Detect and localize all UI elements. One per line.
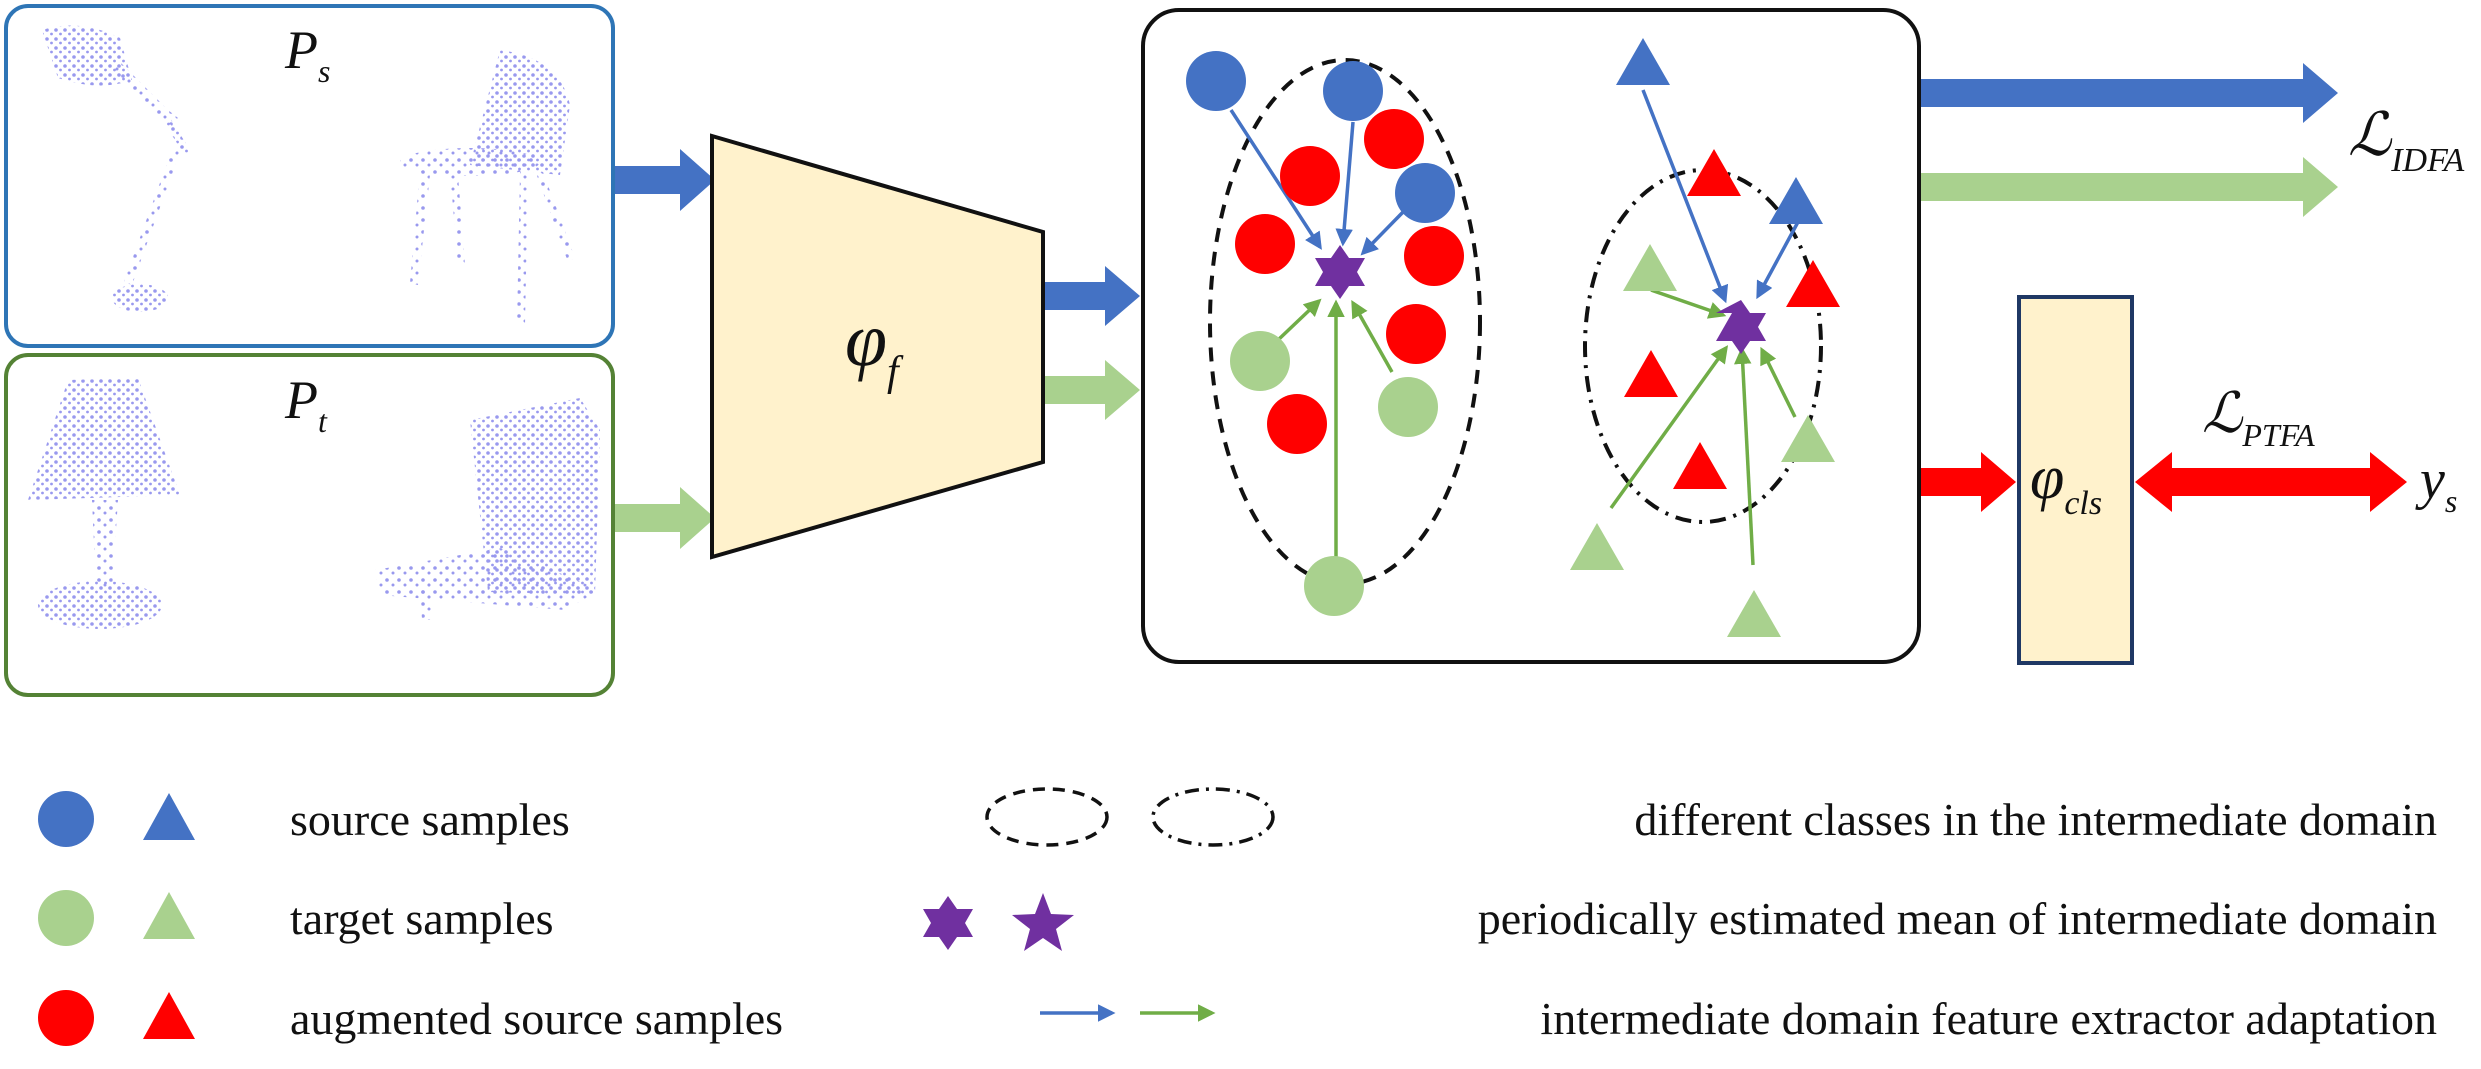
augmented-sample-circle bbox=[1386, 304, 1446, 364]
legend-mean-star-icon bbox=[923, 896, 973, 950]
legend-dashed-ellipse-icon bbox=[985, 787, 1109, 847]
lamp-point-cloud bbox=[42, 25, 190, 312]
augmented-sample-circle bbox=[1235, 214, 1295, 274]
class-one-mean-star bbox=[1315, 245, 1365, 299]
idfa-source-arrow bbox=[1921, 63, 2338, 123]
source-sample-triangle bbox=[1616, 38, 1670, 85]
class-two-mean-star bbox=[1716, 300, 1766, 354]
adaptation-arrow bbox=[1229, 109, 1322, 250]
source-label-y: ys bbox=[2415, 449, 2457, 519]
legend-target-triangle-icon bbox=[143, 892, 195, 939]
input-arrows bbox=[615, 149, 715, 549]
augmented-sample-circle bbox=[1267, 394, 1327, 454]
legend-source-circle-icon bbox=[38, 791, 94, 847]
adaptation-arrow bbox=[1351, 299, 1394, 373]
legend-mean-star-icon bbox=[1012, 893, 1074, 951]
feature-to-classifier-arrow bbox=[1921, 452, 2016, 512]
legend-target-circle-icon bbox=[38, 890, 94, 946]
legend-adaptation-text: intermediate domain feature extractor ad… bbox=[1540, 993, 2437, 1044]
idfa-target-arrow bbox=[1921, 157, 2338, 217]
augmented-sample-triangle bbox=[1673, 442, 1727, 489]
target-sample-circle bbox=[1304, 556, 1364, 616]
legend-augmented-text: augmented source samples bbox=[290, 993, 783, 1044]
source-sample-circle bbox=[1323, 61, 1383, 121]
class-one-arrows bbox=[1229, 109, 1407, 557]
idfa-loss-label: ℒIDFA bbox=[2348, 102, 2464, 179]
augmented-sample-triangle bbox=[1786, 260, 1840, 307]
class-two-dashdot-boundary bbox=[1583, 168, 1823, 524]
class-one-samples bbox=[1186, 51, 1464, 616]
augmented-sample-circle bbox=[1280, 146, 1340, 206]
adaptation-arrow bbox=[1609, 345, 1729, 510]
adaptation-arrow bbox=[1733, 346, 1755, 566]
augmented-sample-circle bbox=[1364, 109, 1424, 169]
class-two-arrows bbox=[1609, 89, 1800, 566]
adaptation-arrow bbox=[1641, 89, 1729, 304]
chair-point-cloud bbox=[400, 50, 575, 325]
idfa-branch: ℒIDFA bbox=[1921, 63, 2464, 217]
classifier-label: φcls bbox=[2030, 444, 2102, 522]
target-input-panel: Pt bbox=[4, 353, 615, 697]
classifier-box bbox=[2017, 295, 2134, 665]
target-sample-triangle bbox=[1570, 523, 1624, 570]
feature-arrows bbox=[1045, 266, 1140, 420]
source-set-label: Ps bbox=[284, 20, 330, 89]
legend-mean-text: periodically estimated mean of intermedi… bbox=[1478, 893, 2437, 944]
legend-augmented-circle-icon bbox=[38, 990, 94, 1046]
class-two-samples bbox=[1570, 38, 1840, 637]
adaptation-arrow bbox=[1335, 121, 1355, 247]
scanned-chair-point-cloud bbox=[375, 398, 600, 620]
classifier-branch: φcls ℒPTFA ys bbox=[1921, 295, 2457, 665]
source-to-extractor-arrow bbox=[615, 149, 715, 211]
target-feature-arrow bbox=[1045, 360, 1140, 420]
ptfa-loss-label: ℒPTFA bbox=[2202, 383, 2315, 453]
feature-extractor-trapezoid bbox=[710, 133, 1045, 560]
legend-source-text: source samples bbox=[290, 794, 570, 845]
target-sample-triangle bbox=[1623, 244, 1677, 291]
adaptation-arrow bbox=[1276, 298, 1322, 342]
target-to-extractor-arrow bbox=[615, 487, 715, 549]
source-input-panel: Ps bbox=[4, 4, 615, 348]
source-feature-arrow bbox=[1045, 266, 1140, 326]
legend-augmented-triangle-icon bbox=[143, 992, 195, 1039]
adaptation-arrow bbox=[1360, 208, 1407, 256]
augmented-sample-triangle bbox=[1624, 350, 1678, 397]
augmented-sample-triangle bbox=[1687, 149, 1741, 196]
target-set-label: Pt bbox=[284, 370, 328, 439]
intermediate-feature-space bbox=[1141, 8, 1921, 664]
source-sample-triangle bbox=[1769, 177, 1823, 224]
ptfa-double-arrow bbox=[2135, 452, 2407, 512]
feature-extractor: φf bbox=[710, 133, 1045, 560]
legend-dashdot-ellipse-icon bbox=[1151, 787, 1275, 847]
adaptation-arrow bbox=[1760, 346, 1797, 418]
target-sample-triangle bbox=[1781, 415, 1835, 462]
legend: source samples different classes in the … bbox=[38, 787, 2437, 1046]
source-sample-circle bbox=[1395, 163, 1455, 223]
source-sample-circle bbox=[1186, 51, 1246, 111]
legend-classes-text: different classes in the intermediate do… bbox=[1634, 794, 2437, 845]
target-sample-circle bbox=[1230, 331, 1290, 391]
target-sample-circle bbox=[1378, 377, 1438, 437]
legend-target-text: target samples bbox=[290, 893, 554, 944]
legend-source-triangle-icon bbox=[143, 793, 195, 840]
target-sample-triangle bbox=[1727, 590, 1781, 637]
adaptation-arrow bbox=[1650, 288, 1727, 319]
floor-lamp-point-cloud bbox=[28, 378, 180, 629]
augmented-sample-circle bbox=[1404, 226, 1464, 286]
adaptation-arrow bbox=[1756, 221, 1800, 300]
